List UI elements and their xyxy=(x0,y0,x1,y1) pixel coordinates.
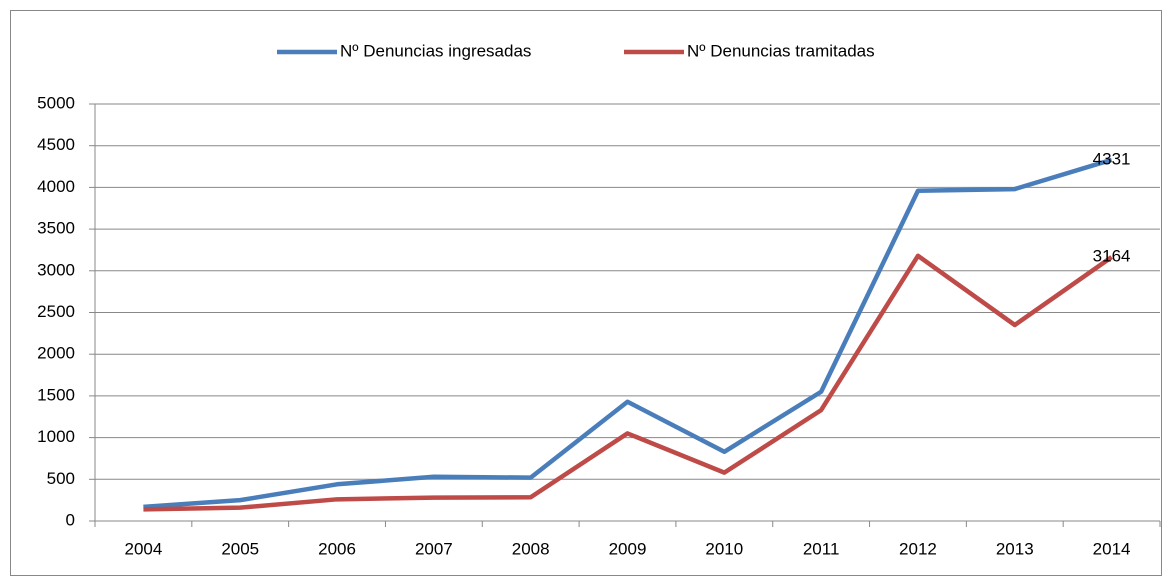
x-tick-label: 2004 xyxy=(124,539,162,558)
legend-label: Nº Denuncias tramitadas xyxy=(687,41,875,60)
y-tick-label: 2000 xyxy=(37,344,75,363)
data-label: 3164 xyxy=(1093,247,1131,266)
y-tick-label: 4500 xyxy=(37,135,75,154)
y-tick-label: 1500 xyxy=(37,385,75,404)
data-label: 4331 xyxy=(1093,149,1131,168)
series-line xyxy=(143,253,1113,512)
series-line xyxy=(143,157,1113,510)
y-tick-label: 3500 xyxy=(37,219,75,238)
x-tick-label: 2012 xyxy=(899,539,937,558)
y-tick-label: 4000 xyxy=(37,177,75,196)
x-tick-label: 2011 xyxy=(803,539,840,558)
x-tick-label: 2008 xyxy=(512,539,550,558)
x-tick-label: 2005 xyxy=(221,539,259,558)
legend-label: Nº Denuncias ingresadas xyxy=(340,41,531,60)
x-tick-label: 2013 xyxy=(996,539,1034,558)
x-tick-label: 2010 xyxy=(705,539,743,558)
y-tick-label: 2500 xyxy=(37,302,75,321)
y-tick-label: 500 xyxy=(47,469,75,488)
y-tick-label: 0 xyxy=(66,510,75,529)
x-tick-label: 2007 xyxy=(415,539,453,558)
x-tick-label: 2014 xyxy=(1093,539,1131,558)
y-tick-label: 3000 xyxy=(37,260,75,279)
x-tick-label: 2009 xyxy=(609,539,647,558)
x-tick-label: 2006 xyxy=(318,539,356,558)
y-tick-label: 5000 xyxy=(37,93,75,112)
chart-frame xyxy=(10,10,1162,576)
y-tick-label: 1000 xyxy=(37,427,75,446)
